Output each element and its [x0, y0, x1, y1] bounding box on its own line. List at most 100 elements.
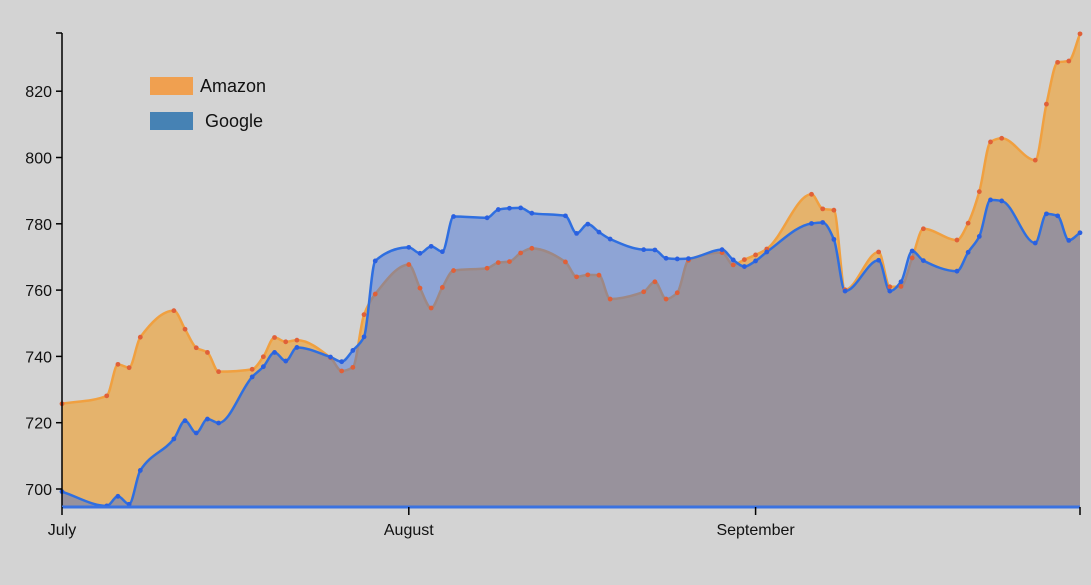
point-google-2016-08-17 [585, 221, 591, 227]
point-amazon-2016-09-15 [909, 255, 915, 261]
point-google-2016-08-29 [719, 247, 725, 253]
point-amazon-2016-07-13 [193, 345, 199, 351]
point-amazon-2016-08-23 [652, 279, 658, 285]
point-google-2016-07-20 [272, 350, 277, 355]
point-google-2016-09-20 [965, 249, 971, 255]
point-google-2016-09-08 [831, 236, 837, 242]
point-google-2016-08-25 [674, 256, 680, 262]
point-amazon-2016-09-23 [999, 135, 1005, 141]
point-amazon-2016-08-16 [574, 274, 579, 280]
point-amazon-2016-07-27 [350, 364, 356, 370]
point-google-2016-08-26 [686, 256, 691, 262]
point-google-2016-09-12 [876, 257, 882, 263]
point-google-2016-08-12 [529, 210, 535, 216]
point-google-2016-08-09 [495, 207, 501, 212]
legend-swatch-google [150, 112, 193, 130]
point-google-2016-07-11 [171, 436, 177, 442]
point-amazon-2016-09-27 [1044, 101, 1049, 107]
point-amazon-2016-07-26 [339, 368, 345, 374]
point-google-2016-08-11 [518, 205, 524, 211]
point-amazon-2016-08-30 [730, 262, 736, 268]
point-amazon-2016-07-29 [372, 291, 378, 297]
point-amazon-2016-08-12 [529, 245, 535, 251]
point-amazon-2016-09-16 [920, 226, 926, 232]
point-amazon-2016-07-14 [205, 350, 210, 355]
y-tick-label-700: 700 [25, 482, 52, 499]
point-google-2016-09-14 [898, 279, 904, 285]
point-amazon-2016-07-05 [104, 393, 110, 399]
x-tick-label-august: August [384, 522, 434, 539]
point-google-2016-09-15 [909, 248, 915, 254]
point-google-2016-09-21 [976, 234, 982, 239]
point-google-2016-08-02 [417, 250, 423, 256]
point-google-2016-08-03 [428, 243, 434, 249]
point-amazon-2016-07-22 [294, 337, 300, 343]
point-amazon-2016-09-01 [753, 252, 758, 258]
point-amazon-2016-09-13 [887, 284, 893, 290]
point-amazon-2016-07-15 [216, 369, 222, 375]
point-amazon-2016-09-07 [820, 206, 826, 212]
point-google-2016-08-22 [641, 247, 647, 253]
y-tick-label-820: 820 [25, 84, 52, 101]
point-google-2016-09-07 [820, 220, 826, 225]
x-tick-label-september: September [716, 522, 795, 539]
point-amazon-2016-08-22 [641, 289, 647, 295]
point-amazon-2016-09-21 [976, 189, 982, 195]
y-tick-label-760: 760 [25, 283, 52, 300]
point-google-2016-09-22 [988, 197, 993, 203]
point-google-2016-09-06 [809, 221, 814, 226]
point-google-2016-09-27 [1044, 211, 1049, 217]
point-google-2016-08-23 [652, 247, 658, 253]
y-tick-label-740: 740 [25, 349, 52, 366]
point-google-2016-09-16 [920, 258, 926, 263]
point-google-2016-07-07 [126, 501, 132, 507]
point-amazon-2016-08-11 [518, 250, 524, 256]
legend-label-amazon: Amazon [200, 76, 266, 96]
point-google-2016-07-19 [260, 364, 266, 370]
legend: Amazon Google [150, 76, 266, 131]
point-amazon-2016-08-08 [484, 265, 490, 271]
point-amazon-2016-08-04 [439, 285, 445, 290]
point-amazon-2016-09-30 [1077, 31, 1083, 37]
point-google-2016-07-06 [115, 493, 121, 499]
line-google [62, 198, 1081, 507]
point-google-2016-08-08 [484, 215, 490, 221]
point-amazon-2016-08-10 [507, 259, 512, 264]
point-google-2016-08-30 [730, 257, 736, 263]
point-google-2016-07-27 [350, 348, 356, 353]
point-google-2016-07-15 [216, 420, 222, 426]
x-tick-label-july: July [48, 522, 76, 539]
point-google-2016-09-29 [1066, 237, 1072, 243]
point-amazon-2016-07-08 [137, 334, 143, 340]
point-amazon-2016-08-09 [495, 260, 501, 265]
point-google-2016-07-22 [294, 345, 300, 350]
y-tick-label-720: 720 [25, 416, 52, 433]
point-amazon-2016-08-02 [417, 285, 423, 291]
point-amazon-2016-08-31 [742, 257, 747, 262]
point-amazon-2016-09-22 [988, 139, 993, 145]
point-amazon-2016-08-17 [585, 272, 591, 278]
point-google-2016-09-30 [1077, 230, 1083, 236]
point-amazon-2016-09-06 [809, 191, 814, 197]
point-google-2016-08-15 [563, 213, 568, 219]
point-amazon-2016-09-12 [876, 249, 882, 255]
point-amazon-2016-08-03 [428, 305, 434, 311]
point-amazon-2016-08-25 [674, 290, 680, 296]
point-amazon-2016-07-12 [182, 326, 188, 332]
point-amazon-2016-07-07 [126, 365, 132, 371]
point-amazon-2016-08-24 [663, 296, 669, 302]
legend-label-google: Google [205, 111, 263, 131]
point-google-2016-08-10 [507, 205, 512, 211]
point-google-2016-07-13 [193, 430, 199, 436]
point-amazon-2016-09-20 [965, 220, 971, 226]
point-google-2016-07-26 [339, 359, 345, 365]
point-amazon-2016-07-28 [361, 312, 367, 318]
point-amazon-2016-08-15 [563, 259, 568, 265]
point-layer [59, 31, 1083, 509]
point-google-2016-08-31 [742, 264, 747, 269]
area-google [62, 199, 1080, 507]
point-amazon-2016-09-28 [1055, 59, 1061, 65]
point-google-2016-09-02 [764, 249, 770, 255]
point-amazon-2016-08-01 [406, 262, 412, 267]
